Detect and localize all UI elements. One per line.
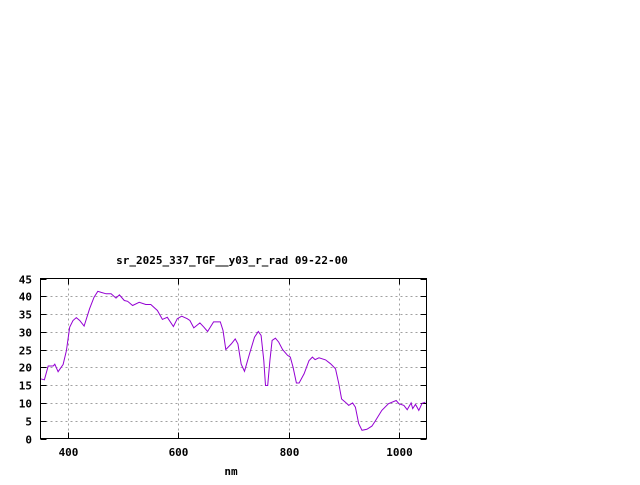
- y-tick-label: 20: [19, 362, 32, 375]
- ticks: 0 5 10 15 20 25 30 35 40 45 400 600 800 1000: [19, 274, 427, 459]
- y-tick-label: 15: [19, 380, 32, 393]
- chart-title: sr_2025_337_TGF__y03_r_rad 09-22-00: [116, 254, 348, 267]
- y-tick-label: 45: [19, 274, 32, 287]
- y-tick-label: 40: [19, 291, 32, 304]
- y-tick-label: 5: [25, 416, 32, 429]
- x-tick-label: 400: [59, 446, 79, 459]
- plot-border: [40, 278, 427, 439]
- x-axis-label: nm: [224, 465, 238, 478]
- x-tick-label: 1000: [386, 446, 413, 459]
- series-line: [40, 290, 426, 431]
- x-tick-label: 800: [280, 446, 300, 459]
- y-tick-label: 35: [19, 309, 32, 322]
- y-tick-label: 30: [19, 327, 32, 340]
- x-tick-label: 600: [169, 446, 189, 459]
- y-tick-label: 0: [25, 434, 32, 447]
- grid: [40, 278, 427, 439]
- y-tick-label: 10: [19, 398, 32, 411]
- y-tick-label: 25: [19, 345, 32, 358]
